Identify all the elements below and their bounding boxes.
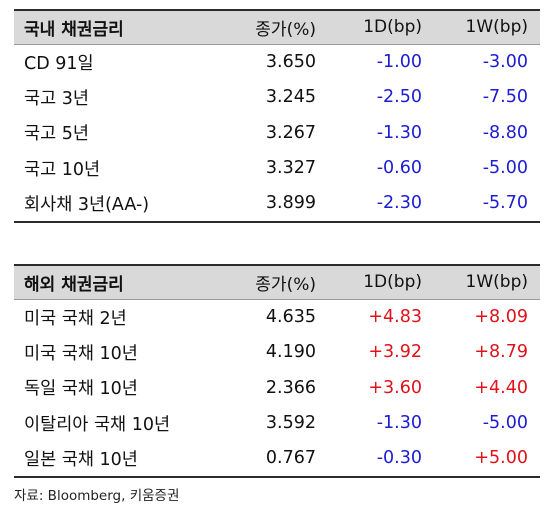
bond-name-cell: CD 91일	[24, 53, 94, 74]
close-rate-cell: 2.366	[265, 377, 316, 398]
change-1w-cell: +8.79	[474, 342, 528, 363]
domestic-bond-rates-table: 국내 채권금리 종가(%) 1D(bp) 1W(bp) CD 91일 3.650 -…	[14, 9, 540, 223]
close-rate-cell: 4.190	[265, 342, 316, 363]
column-header-1d: 1D(bp)	[363, 17, 422, 38]
domestic-table-body: CD 91일 3.650 -1.00 -3.00 국고 3년 3.245 -2.50 -7.5…	[14, 44, 540, 222]
change-1d-cell: -2.30	[376, 193, 422, 214]
close-rate-cell: 3.267	[265, 122, 316, 143]
change-1w-cell: +4.40	[474, 377, 528, 398]
change-1w-cell: +5.00	[474, 448, 528, 469]
foreign-table-body: 미국 국채 2년 4.635 +4.83 +8.09 미국 국채 10년 4.190 +3.…	[14, 299, 540, 477]
change-1d-cell: +4.83	[368, 307, 422, 327]
table-row: CD 91일 3.650 -1.00 -3.00	[14, 44, 540, 80]
table-row: 이탈리아 국채 10년 3.592 -1.30 -5.00	[14, 406, 540, 442]
foreign-table-title: 해외 채권금리	[24, 274, 124, 295]
change-1w-cell: -8.80	[482, 122, 528, 143]
change-1d-cell: +3.92	[368, 342, 422, 363]
bond-name-cell: 독일 국채 10년	[24, 379, 138, 400]
close-rate-cell: 3.245	[265, 87, 316, 108]
close-rate-cell: 3.899	[265, 193, 316, 214]
close-rate-cell: 0.767	[265, 448, 316, 469]
change-1d-cell: -2.50	[376, 87, 422, 108]
bond-name-cell: 미국 국채 2년	[24, 308, 127, 329]
bond-name-cell: 일본 국채 10년	[24, 449, 138, 470]
table-row: 회사채 3년(AA-) 3.899 -2.30 -5.70	[14, 186, 540, 222]
table-row: 국고 10년 3.327 -0.60 -5.00	[14, 151, 540, 187]
table-row: 일본 국채 10년 0.767 -0.30 +5.00	[14, 441, 540, 477]
table-header-row: 국내 채권금리 종가(%) 1D(bp) 1W(bp)	[14, 10, 540, 44]
change-1d-cell: -1.30	[376, 122, 422, 143]
change-1w-cell: -7.50	[482, 87, 528, 108]
change-1d-cell: +3.60	[368, 377, 422, 398]
table-row: 국고 5년 3.267 -1.30 -8.80	[14, 115, 540, 151]
bond-name-cell: 국고 3년	[24, 88, 89, 109]
change-1d-cell: -1.00	[376, 52, 422, 72]
bond-name-cell: 국고 10년	[24, 159, 101, 180]
change-1d-cell: -1.30	[376, 413, 422, 434]
column-header-1w: 1W(bp)	[465, 272, 528, 293]
table-row: 독일 국채 10년 2.366 +3.60 +4.40	[14, 370, 540, 406]
change-1d-cell: -0.30	[376, 448, 422, 469]
change-1d-cell: -0.60	[376, 158, 422, 179]
bond-name-cell: 국고 5년	[24, 124, 89, 145]
source-note: 자료: Bloomberg, 키움증권	[14, 488, 180, 504]
domestic-table-title: 국내 채권금리	[24, 19, 124, 40]
column-header-1w: 1W(bp)	[465, 17, 528, 38]
close-rate-cell: 3.327	[265, 158, 316, 179]
column-header-close: 종가(%)	[255, 19, 316, 40]
change-1w-cell: -5.70	[482, 193, 528, 214]
bond-name-cell: 미국 국채 10년	[24, 343, 138, 364]
change-1w-cell: -5.00	[482, 158, 528, 179]
table-row: 미국 국채 2년 4.635 +4.83 +8.09	[14, 299, 540, 335]
change-1w-cell: -5.00	[482, 413, 528, 434]
change-1w-cell: -3.00	[482, 52, 528, 72]
column-header-close: 종가(%)	[255, 274, 316, 295]
close-rate-cell: 3.592	[265, 413, 316, 434]
table-row: 국고 3년 3.245 -2.50 -7.50	[14, 80, 540, 116]
close-rate-cell: 4.635	[265, 307, 316, 327]
close-rate-cell: 3.650	[265, 52, 316, 72]
foreign-bond-rates-table: 해외 채권금리 종가(%) 1D(bp) 1W(bp) 미국 국채 2년 4.63…	[14, 264, 540, 478]
table-header-row: 해외 채권금리 종가(%) 1D(bp) 1W(bp)	[14, 265, 540, 299]
change-1w-cell: +8.09	[474, 307, 528, 327]
bond-name-cell: 회사채 3년(AA-)	[24, 194, 150, 215]
bond-name-cell: 이탈리아 국채 10년	[24, 414, 171, 435]
table-row: 미국 국채 10년 4.190 +3.92 +8.79	[14, 335, 540, 371]
column-header-1d: 1D(bp)	[363, 272, 422, 293]
